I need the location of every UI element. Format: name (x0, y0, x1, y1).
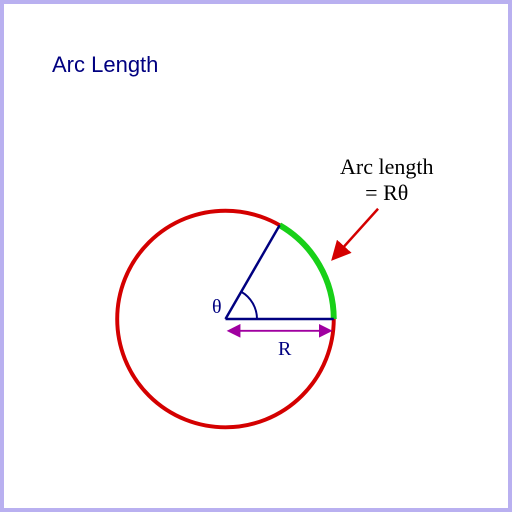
diagram-frame: Arc Length θ R Arc length = Rθ (0, 0, 512, 512)
arc-highlight (280, 225, 334, 319)
callout-line1: Arc length (340, 154, 433, 180)
angle-label: θ (212, 296, 222, 319)
pointer-arrow (334, 209, 378, 258)
arc-length-diagram (4, 4, 508, 508)
r-label: R (278, 338, 291, 361)
callout-line2: = Rθ (340, 180, 433, 206)
callout-label: Arc length = Rθ (340, 154, 433, 207)
radius-line-angled (225, 225, 279, 319)
angle-arc (241, 292, 257, 319)
